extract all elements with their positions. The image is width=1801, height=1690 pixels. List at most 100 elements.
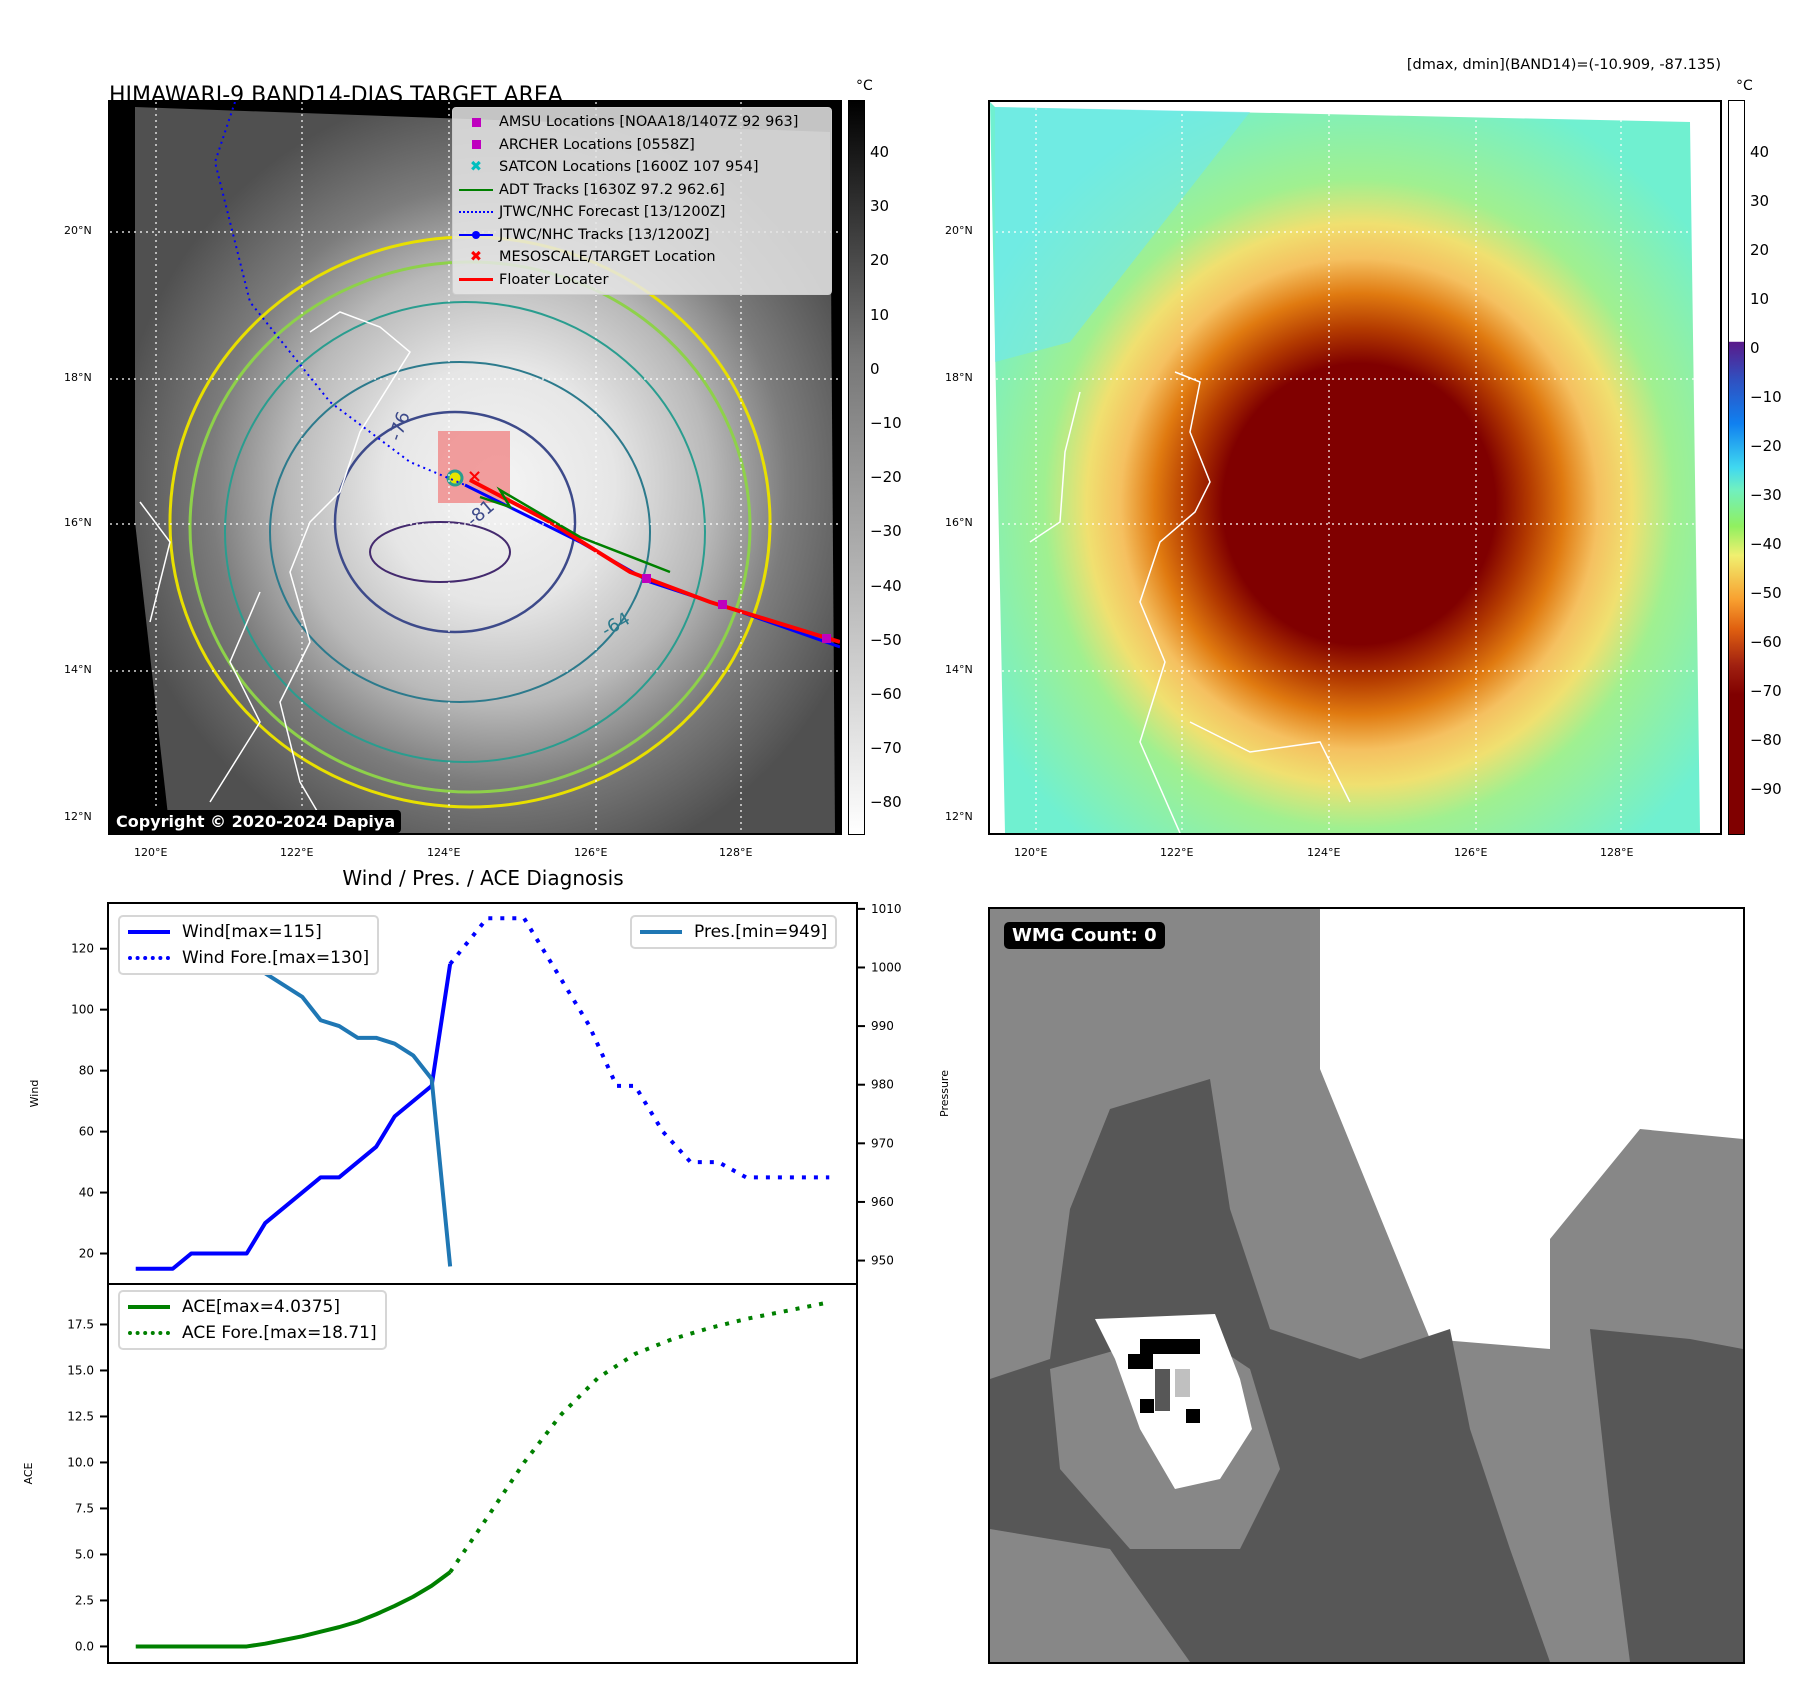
lat-label: 20°N — [945, 224, 973, 237]
colorbar-tick-label: −50 — [1750, 584, 1782, 602]
legend-item-target: ✖ MESOSCALE/TARGET Location — [453, 246, 831, 269]
colorbar-tick-label: −90 — [1750, 780, 1782, 798]
colorbar-tick-label: 10 — [1750, 290, 1770, 308]
lon-label: 126°E — [574, 846, 608, 859]
y-tick-label: 15.0 — [67, 1363, 94, 1377]
lat-label: 18°N — [945, 371, 973, 384]
colorbar-tick-label: 0 — [870, 359, 880, 378]
ace-legend: ACE[max=4.0375] ACE Fore.[max=18.71] — [118, 1290, 387, 1350]
legend-item-pressure: Pres.[min=949] — [640, 919, 827, 945]
contour-purple — [369, 521, 511, 583]
y-tick-label: 5.0 — [75, 1547, 94, 1561]
wind-legend: Wind[max=115] Wind Fore.[max=130] — [118, 915, 380, 975]
colorbar-tick-label: −20 — [870, 468, 902, 487]
x-marker-icon: ✖ — [469, 159, 483, 176]
wmg-white-region — [1320, 909, 1743, 1349]
series-line-0 — [135, 1570, 452, 1649]
archer-marker — [718, 600, 727, 609]
y-tick-label: 17.5 — [67, 1317, 94, 1331]
title-line-1: HIMAWARI-9 BAND14-DIAS TARGET AREA — [109, 83, 563, 108]
colorbar-tick-label: −80 — [870, 793, 902, 812]
series-line-0 — [135, 963, 453, 1271]
y-tick-label: 60 — [79, 1125, 94, 1139]
awv-colorbar-ticks: 40 30 20 10 0 −10 −20 −30 −40 −50 −60 −70 −80 −90 — [1750, 100, 1800, 833]
legend-item-amsu: AMSU Locations [NOAA18/1407Z 92 963] — [453, 111, 831, 134]
lon-label: 128°E — [719, 846, 753, 859]
colorbar-tick-label: 20 — [1750, 241, 1770, 259]
solid-line-icon — [453, 188, 499, 191]
lon-label: 128°E — [1600, 846, 1634, 859]
colorbar-tick-label: 40 — [870, 143, 890, 161]
legend-item-wind-forecast: Wind Fore.[max=130] — [128, 945, 369, 971]
legend-item-wind: Wind[max=115] — [128, 919, 369, 945]
solid-line-icon — [453, 278, 499, 282]
y-tick-label: 12.5 — [67, 1409, 94, 1423]
wmg-panel[interactable]: WMG Count: 0 — [988, 907, 1745, 1664]
jtwc-forecast-track — [213, 102, 466, 486]
y2-tick-label: 960 — [871, 1195, 894, 1209]
colorbar-tick-label: 30 — [1750, 192, 1770, 210]
lat-label: 12°N — [945, 810, 973, 823]
ir-colorbar — [848, 100, 865, 835]
target-location-marker: × — [467, 466, 482, 487]
ir-colorbar-ticks: 40 30 20 10 0 −10 −20 −30 −40 −50 −60 −70 −80 — [870, 100, 930, 833]
square-marker-icon — [453, 117, 499, 127]
storm-eye — [446, 469, 464, 487]
dry-region — [995, 107, 1250, 362]
colorbar-tick-label: −70 — [870, 739, 902, 758]
line-dot-icon — [453, 230, 499, 239]
colorbar-tick-label: −30 — [870, 522, 902, 541]
solid-line-icon — [640, 930, 682, 934]
y2-axis-label: Pressure — [938, 1070, 951, 1117]
y2-tick-label: 950 — [871, 1254, 894, 1268]
wmg-image — [990, 909, 1743, 1662]
y-tick-label: 20 — [79, 1247, 94, 1261]
solid-line-icon — [128, 930, 170, 934]
y-tick-label: 2.5 — [75, 1593, 94, 1607]
y-tick-label: 0.0 — [75, 1639, 94, 1653]
lat-label: 20°N — [64, 224, 92, 237]
y2-tick-label: 970 — [871, 1136, 894, 1150]
y-tick-label: 7.5 — [75, 1501, 94, 1515]
lon-label: 122°E — [1160, 846, 1194, 859]
colorbar-tick-label: −30 — [1750, 486, 1782, 504]
lat-label: 14°N — [945, 663, 973, 676]
lat-label: 16°N — [64, 516, 92, 529]
wmg-dark-region — [1590, 1329, 1743, 1662]
wmg-count-badge: WMG Count: 0 — [1004, 922, 1165, 949]
lat-label: 12°N — [64, 810, 92, 823]
dotted-line-icon — [453, 211, 499, 214]
awv-satellite-map[interactable] — [988, 100, 1722, 835]
lon-label: 126°E — [1454, 846, 1488, 859]
ir-satellite-map[interactable]: × -76 -81 -64 Copyright © 2020-2024 Dapi… — [108, 100, 842, 835]
adt-track — [479, 486, 671, 574]
colorbar-tick-label: 30 — [870, 197, 890, 216]
y-tick-label: 40 — [79, 1186, 94, 1200]
colorbar-tick-label: 20 — [870, 251, 890, 270]
contour-cyan-blue — [269, 361, 651, 703]
colorbar-tick-label: −10 — [1750, 388, 1782, 406]
colorbar-tick-label: 0 — [1750, 339, 1760, 357]
coastline — [1029, 371, 1351, 833]
y2-tick-label: 980 — [871, 1078, 894, 1092]
colorbar-tick-label: −70 — [1750, 682, 1782, 700]
legend-item-jtwc-forecast: JTWC/NHC Forecast [13/1200Z] — [453, 201, 831, 224]
legend-item-ace-forecast: ACE Fore.[max=18.71] — [128, 1320, 377, 1346]
pressure-legend: Pres.[min=949] — [630, 915, 838, 949]
colorbar-tick-label: −60 — [870, 685, 902, 703]
awv-imagery — [990, 102, 1720, 833]
lon-label: 120°E — [1014, 846, 1048, 859]
y-tick-label: 10.0 — [67, 1455, 94, 1469]
water-vapor-field — [990, 102, 1700, 833]
colorbar-tick-label: −80 — [1750, 731, 1782, 749]
colorbar-tick-label: 40 — [1750, 143, 1770, 161]
x-marker-icon: ✖ — [469, 249, 483, 266]
colorbar-unit: °C — [1736, 78, 1753, 94]
y-tick-label: 80 — [79, 1064, 94, 1078]
y2-tick-label: 1000 — [871, 960, 902, 974]
lon-label: 124°E — [1307, 846, 1341, 859]
map-legend: AMSU Locations [NOAA18/1407Z 92 963] ARC… — [452, 107, 832, 295]
contour-teal — [224, 301, 706, 763]
colorbar-tick-label: −50 — [870, 630, 902, 649]
lat-label: 18°N — [64, 371, 92, 384]
